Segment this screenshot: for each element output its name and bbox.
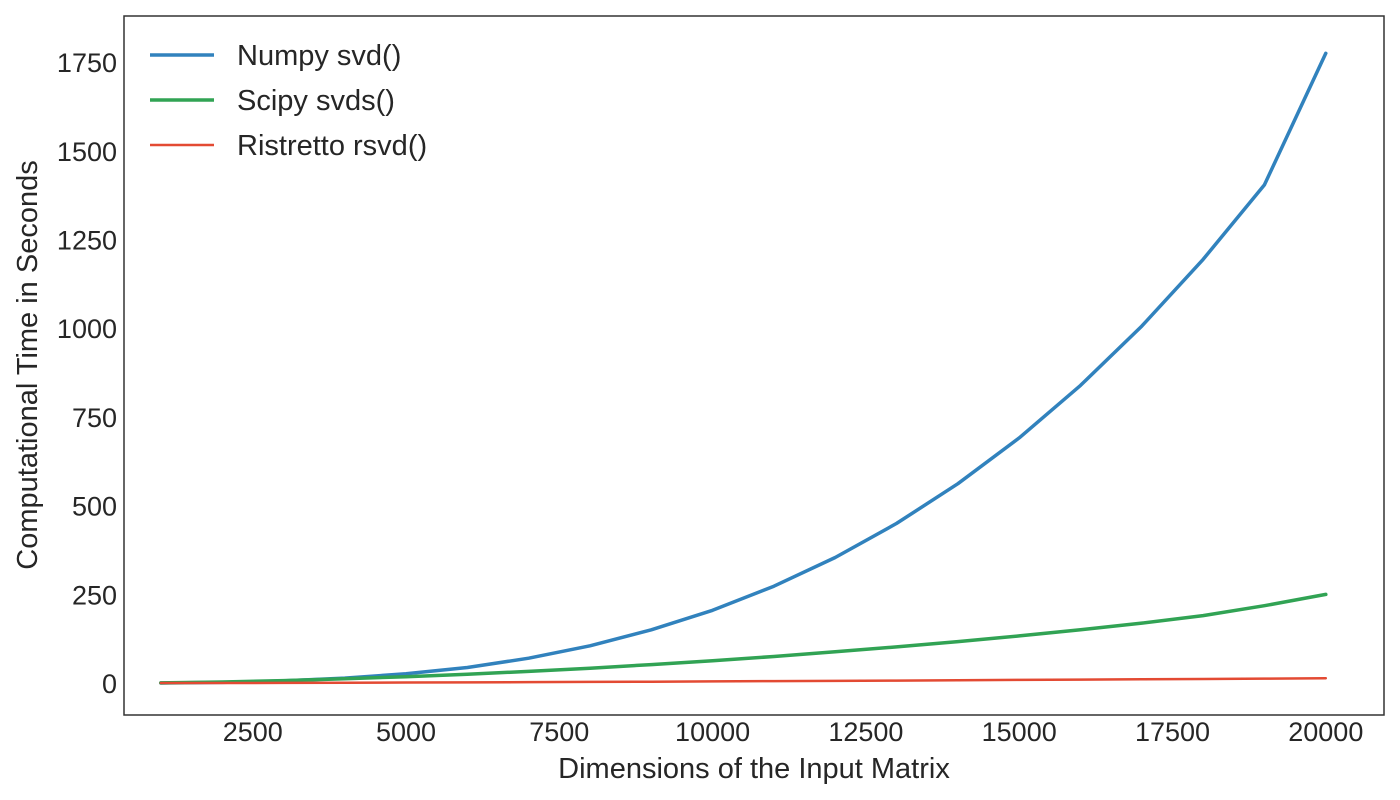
legend-label-1: Numpy svd()	[237, 40, 401, 72]
x-tick-label: 12500	[828, 717, 903, 747]
y-tick-label: 0	[102, 669, 117, 699]
x-axis-label: Dimensions of the Input Matrix	[558, 753, 950, 785]
series-layer	[159, 51, 1328, 685]
y-tick-label: 1250	[57, 226, 117, 256]
y-tick-label: 1500	[57, 137, 117, 167]
series-line-3	[159, 677, 1328, 685]
y-tick-label: 1750	[57, 48, 117, 78]
legend-label-3: Ristretto rsvd()	[237, 130, 427, 162]
x-tick-labels: 2500 5000 7500 10000 12500 15000 17500 20000	[223, 717, 1364, 747]
x-tick-label: 20000	[1288, 717, 1363, 747]
x-tick-label: 2500	[223, 717, 283, 747]
y-tick-labels: 0 250 500 750 1000 1250 1500 1750	[57, 48, 117, 699]
y-tick-label: 250	[72, 580, 117, 610]
y-tick-label: 500	[72, 492, 117, 522]
x-tick-label: 10000	[675, 717, 750, 747]
y-tick-label: 1000	[57, 314, 117, 344]
series-line-2	[159, 592, 1328, 685]
plot-area	[123, 15, 1385, 716]
y-axis-label: Computational Time in Seconds	[12, 160, 44, 569]
x-tick-label: 7500	[529, 717, 589, 747]
y-tick-label: 750	[72, 403, 117, 433]
x-tick-label: 5000	[376, 717, 436, 747]
x-tick-label: 17500	[1135, 717, 1210, 747]
legend-label-2: Scipy svds()	[237, 85, 395, 117]
x-tick-label: 15000	[982, 717, 1057, 747]
legend: Numpy svd() Scipy svds() Ristretto rsvd()	[150, 40, 427, 162]
